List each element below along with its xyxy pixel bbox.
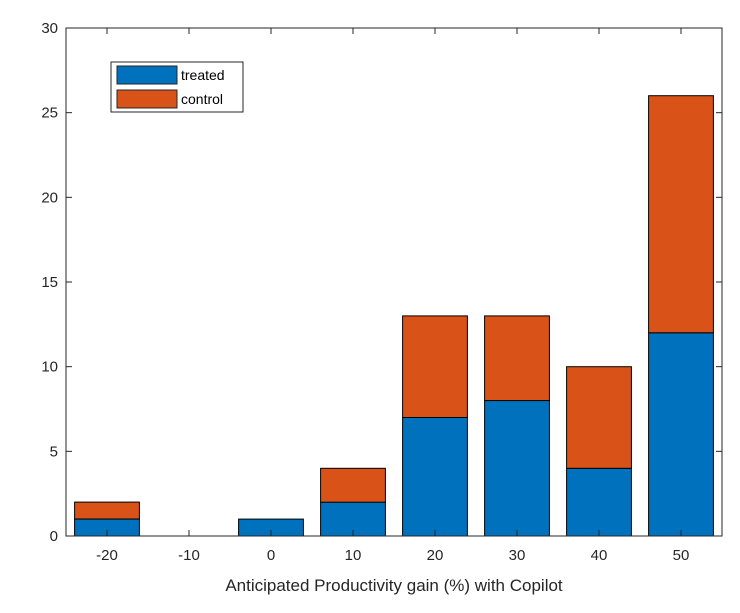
y-tick-label: 0 <box>50 528 58 545</box>
x-tick-label: 50 <box>673 547 690 564</box>
bar-control-10 <box>320 467 386 503</box>
x-tick-label: 40 <box>591 547 608 564</box>
y-tick-label: 20 <box>41 189 58 206</box>
x-tick-label: -10 <box>178 547 200 564</box>
bar-treated-30 <box>484 400 550 537</box>
x-tick-label: 30 <box>509 547 526 564</box>
bar-treated-20 <box>402 417 468 537</box>
bar-control-40 <box>566 366 632 469</box>
legend-swatch-control <box>116 89 178 109</box>
y-tick-label: 30 <box>41 20 58 37</box>
y-tick-label: 15 <box>41 274 58 291</box>
bar-treated-40 <box>566 467 632 537</box>
legend-label-treated: treated <box>181 67 225 83</box>
ticks-layer: 0 5 10 15 20 25 30 -20 -10 0 10 20 30 40 50 <box>41 20 722 564</box>
bar-control-20 <box>402 315 468 418</box>
x-tick-label: -20 <box>96 547 118 564</box>
x-tick-label: 20 <box>427 547 444 564</box>
bar-control--20 <box>74 501 140 520</box>
y-tick-label: 25 <box>41 105 58 122</box>
x-tick-label: 10 <box>345 547 362 564</box>
legend-label-control: control <box>181 91 223 107</box>
bar-treated-50 <box>648 332 714 537</box>
y-tick-label: 10 <box>41 359 58 376</box>
legend-swatch-treated <box>116 65 178 85</box>
y-tick-label: 5 <box>50 443 58 460</box>
bar-control-50 <box>648 95 714 334</box>
bar-control-30 <box>484 315 550 402</box>
legend: treated control <box>110 61 244 113</box>
x-tick-label: 0 <box>267 547 275 564</box>
x-axis-label: Anticipated Productivity gain (%) with C… <box>225 576 563 595</box>
